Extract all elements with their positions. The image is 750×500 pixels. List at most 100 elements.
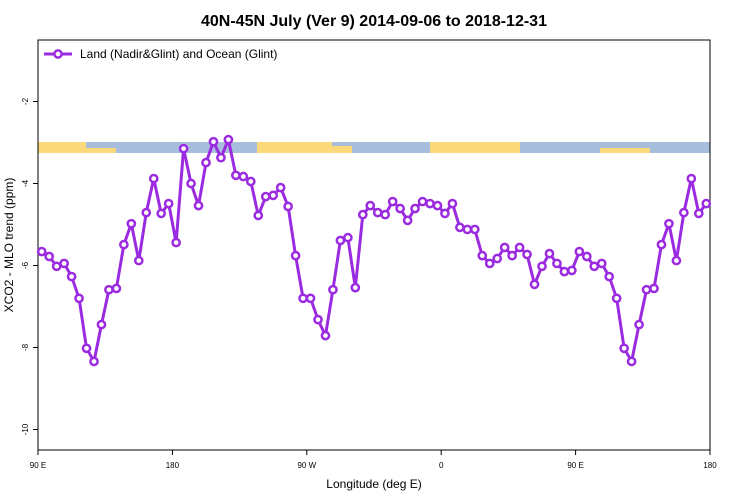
y-tick-label: -10	[21, 423, 30, 435]
data-point	[313, 314, 323, 325]
data-point	[402, 215, 413, 226]
data-point	[126, 218, 137, 229]
data-point	[119, 239, 129, 250]
y-axis-label: XCO2 - MLO trend (ppm)	[2, 178, 16, 313]
data-point	[656, 239, 667, 250]
data-point	[693, 208, 704, 219]
data-point	[178, 143, 189, 154]
x-tick-label: 90 E	[567, 461, 583, 470]
data-point	[462, 224, 473, 235]
x-tick-label: 0	[439, 461, 444, 470]
data-point	[290, 250, 301, 261]
data-point	[425, 198, 435, 209]
series-line	[40, 138, 708, 363]
chart-title: 40N-45N July (Ver 9) 2014-09-06 to 2018-…	[201, 13, 547, 30]
data-point	[36, 246, 47, 257]
y-tick-label: -8	[21, 343, 30, 351]
land-band	[86, 148, 116, 153]
data-point	[507, 250, 517, 261]
data-point	[686, 173, 697, 184]
data-point	[283, 201, 293, 212]
data-point	[96, 319, 107, 330]
data-point	[522, 249, 532, 260]
legend-label: Land (Nadir&Glint) and Ocean (Glint)	[80, 47, 277, 61]
data-point	[581, 251, 592, 262]
data-point	[484, 258, 495, 269]
data-point	[343, 232, 353, 243]
data-point	[671, 255, 682, 266]
data-point	[440, 208, 450, 219]
data-point	[156, 208, 167, 219]
data-point	[81, 343, 92, 354]
data-point	[380, 209, 391, 220]
x-tick-label: 90 W	[297, 461, 316, 470]
data-point	[148, 173, 159, 184]
land-ocean-band	[38, 142, 710, 153]
data-point	[328, 284, 338, 295]
data-point	[89, 356, 99, 367]
land-band	[257, 142, 332, 153]
data-point	[193, 200, 204, 211]
data-point	[275, 182, 286, 193]
data-point	[268, 190, 279, 201]
data-point	[298, 293, 308, 304]
data-point	[201, 157, 211, 168]
data-point	[619, 343, 629, 354]
data-point	[320, 330, 331, 341]
data-point	[432, 200, 443, 211]
land-band	[38, 142, 86, 153]
data-point	[387, 196, 398, 207]
data-point	[679, 207, 689, 218]
data-point	[66, 271, 77, 282]
data-point	[74, 293, 84, 304]
plot-frame	[37, 39, 711, 451]
data-point	[59, 258, 69, 269]
data-point	[529, 279, 540, 290]
data-point	[559, 266, 570, 277]
data-point	[51, 261, 62, 272]
y-tick-label: -2	[21, 97, 30, 105]
data-point	[335, 235, 346, 246]
data-point	[417, 196, 428, 207]
ocean-band	[38, 142, 710, 153]
data-point	[514, 242, 525, 253]
data-point	[537, 261, 547, 272]
data-point	[649, 283, 659, 294]
data-point	[567, 265, 577, 276]
land-band	[332, 146, 352, 153]
data-point	[626, 356, 637, 367]
data-point	[634, 319, 644, 330]
data-point	[477, 250, 488, 261]
data-point	[111, 283, 122, 294]
data-point	[499, 242, 510, 253]
data-point	[163, 198, 174, 209]
x-tick-label: 180	[166, 461, 180, 470]
data-point	[604, 271, 615, 282]
data-point	[552, 258, 562, 269]
data-point	[492, 253, 503, 264]
data-point	[104, 284, 114, 295]
data-point	[260, 191, 271, 202]
data-point	[611, 293, 622, 304]
data-point	[664, 218, 674, 229]
data-point	[171, 237, 181, 248]
data-point	[350, 282, 361, 293]
data-point	[395, 203, 405, 214]
data-point	[447, 198, 458, 209]
y-tick-label: -4	[21, 179, 30, 187]
data-point	[141, 207, 152, 218]
data-point	[544, 248, 555, 259]
data-point	[410, 203, 420, 214]
data-point	[701, 198, 712, 209]
data-point	[216, 152, 226, 163]
data-point	[365, 200, 376, 211]
data-point	[253, 210, 264, 221]
land-band	[600, 148, 650, 153]
x-tick-label: 90 E	[30, 461, 46, 470]
data-point	[133, 255, 144, 266]
data-point	[186, 178, 196, 189]
x-tick-label: 180	[703, 461, 717, 470]
data-point	[372, 207, 383, 218]
data-point	[574, 246, 585, 257]
data-point	[223, 134, 234, 145]
